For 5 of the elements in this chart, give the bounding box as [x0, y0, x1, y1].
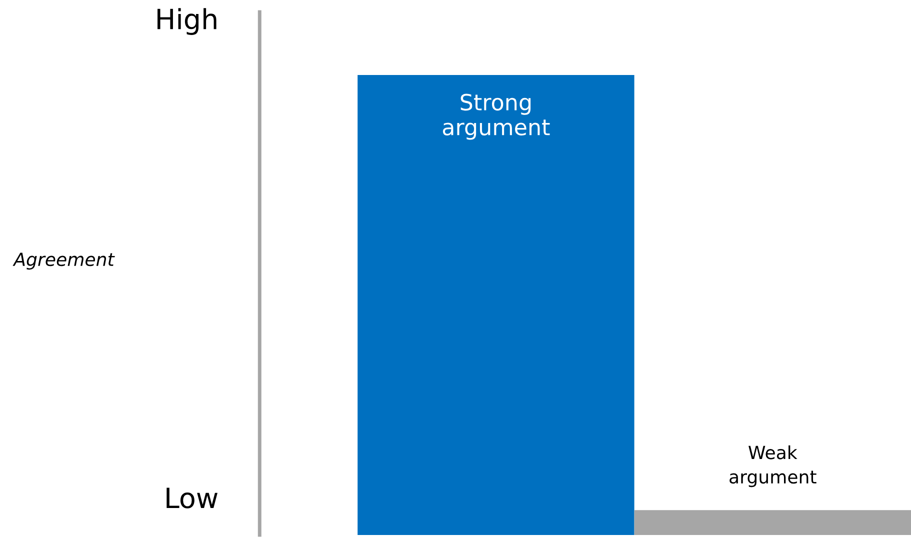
- x-tick-label: Strong argument: [442, 94, 550, 140]
- text: Agreement: [12, 252, 115, 270]
- text: Low: [166, 488, 218, 508]
- x-tick-label: Weak argument: [730, 445, 816, 488]
- text: High: [158, 8, 216, 35]
